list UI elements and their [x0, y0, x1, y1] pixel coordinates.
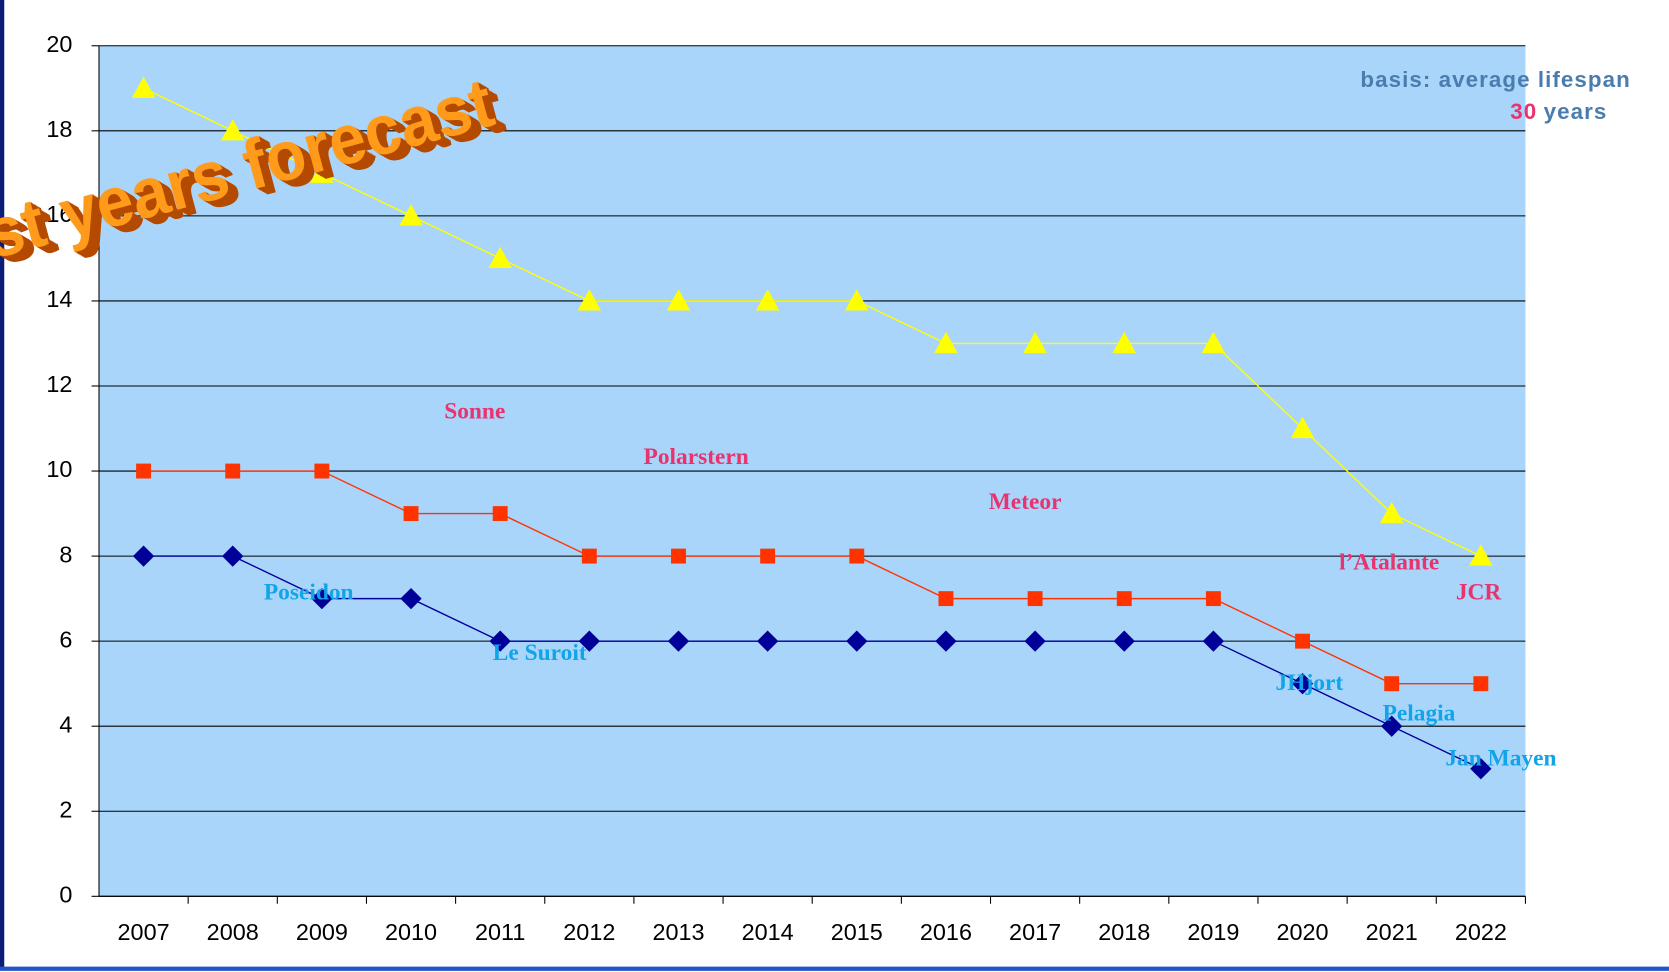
- marker: [225, 463, 241, 479]
- x-tick-label: 2008: [207, 919, 259, 945]
- marker: [578, 630, 600, 652]
- y-tick-label: 8: [59, 541, 72, 567]
- marker: [577, 289, 602, 311]
- marker: [136, 463, 152, 479]
- ship-label: Jan Mayen: [1445, 745, 1556, 771]
- series-line: [143, 555, 1482, 770]
- x-tick-label: 2014: [742, 919, 794, 945]
- x-tick-label: 2012: [563, 919, 615, 945]
- marker: [399, 204, 423, 226]
- marker: [849, 548, 865, 564]
- marker: [221, 119, 245, 141]
- marker: [488, 246, 512, 268]
- marker: [846, 630, 868, 652]
- marker: [314, 463, 330, 479]
- y-tick-label: 18: [46, 116, 72, 142]
- marker: [310, 161, 334, 183]
- x-tick-label: 2011: [475, 919, 525, 945]
- note-line: 30 years: [1510, 99, 1607, 124]
- ship-label: l’Atalante: [1339, 550, 1439, 576]
- x-tick-label: 2016: [920, 919, 972, 945]
- marker: [1295, 633, 1311, 649]
- ship-label: JCR: [1456, 579, 1503, 605]
- series-line: [143, 87, 1482, 557]
- marker: [756, 630, 779, 652]
- marker: [1027, 591, 1043, 607]
- y-tick-label: 2: [59, 796, 72, 822]
- marker: [755, 289, 780, 311]
- y-tick-label: 12: [46, 371, 72, 397]
- ship-label: Pelagia: [1383, 701, 1456, 727]
- marker: [131, 76, 156, 98]
- y-tick-label: 10: [46, 456, 72, 482]
- marker: [1112, 331, 1136, 354]
- x-tick-label: 2015: [831, 919, 883, 945]
- marker: [1469, 544, 1493, 566]
- marker: [403, 506, 419, 522]
- y-tick-label: 14: [46, 286, 72, 312]
- ship-label: Le Suroit: [493, 640, 587, 666]
- marker: [311, 587, 333, 610]
- marker: [1379, 501, 1404, 524]
- note-number: 30: [1510, 99, 1537, 124]
- marker: [938, 591, 954, 607]
- marker: [934, 331, 958, 354]
- x-tick-label: 2017: [1009, 919, 1061, 945]
- y-tick-label: 0: [59, 881, 72, 907]
- marker: [1473, 676, 1489, 692]
- ship-label: Sonne: [444, 398, 505, 424]
- marker: [1202, 630, 1225, 652]
- marker: [581, 548, 597, 564]
- x-tick-label: 2021: [1366, 919, 1418, 945]
- marker: [489, 630, 511, 652]
- y-tick-label: 4: [59, 711, 72, 737]
- marker: [1470, 758, 1492, 780]
- marker: [760, 548, 776, 564]
- marker: [671, 548, 686, 564]
- marker: [1290, 416, 1315, 439]
- ship-label: Meteor: [989, 489, 1062, 515]
- marker: [1381, 715, 1403, 737]
- marker: [1205, 591, 1221, 607]
- ship-label: Polarstern: [644, 444, 749, 470]
- marker: [845, 289, 869, 311]
- x-tick-label: 2010: [385, 919, 437, 945]
- marker: [1291, 673, 1314, 695]
- x-tick-label: 2018: [1098, 919, 1150, 945]
- marker: [492, 506, 508, 522]
- x-tick-label: 2007: [118, 919, 170, 945]
- x-tick-label: 2009: [296, 919, 348, 945]
- ship-label: Poseidon: [264, 579, 354, 605]
- x-tick-label: 2020: [1277, 919, 1329, 945]
- note-unit: years: [1544, 99, 1608, 124]
- note: basis: average lifespan: [1360, 67, 1630, 92]
- marker: [935, 630, 957, 652]
- ship-label: JHjort: [1276, 670, 1344, 696]
- marker: [400, 587, 422, 610]
- series-line: [143, 470, 1481, 685]
- marker: [1116, 591, 1132, 607]
- y-tick-label: 16: [46, 201, 72, 227]
- marker: [667, 630, 690, 652]
- marker: [1384, 676, 1400, 692]
- marker: [1201, 331, 1226, 354]
- marker: [666, 289, 691, 311]
- marker: [1023, 331, 1047, 354]
- y-tick-label: 20: [46, 31, 72, 57]
- marker: [222, 545, 244, 567]
- x-tick-label: 2022: [1455, 919, 1507, 945]
- x-tick-label: 2019: [1187, 919, 1239, 945]
- marker: [1113, 630, 1135, 652]
- marker: [1024, 630, 1046, 652]
- x-tick-label: 2013: [652, 919, 704, 945]
- y-tick-label: 6: [59, 626, 72, 652]
